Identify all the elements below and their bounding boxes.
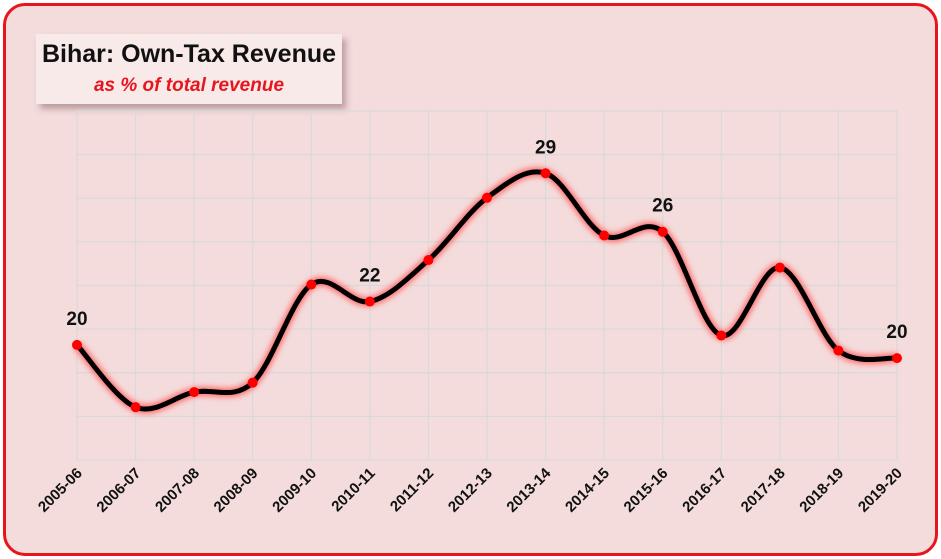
grid [76, 110, 898, 461]
data-label: 20 [66, 309, 87, 330]
x-tick-label: 2013-14 [503, 464, 554, 515]
chart-title: Bihar: Own-Tax Revenue [41, 40, 337, 68]
data-point-marker [189, 387, 200, 398]
x-tick-label: 2005-06 [35, 465, 86, 516]
data-point-marker [364, 296, 375, 307]
data-point-marker [130, 402, 141, 413]
data-point-marker [540, 168, 551, 179]
data-point-marker [72, 339, 82, 350]
data-label: 26 [652, 196, 673, 217]
x-tick-label: 2008-09 [211, 465, 262, 516]
x-tick-label: 2010-11 [328, 465, 378, 515]
data-point-marker [892, 353, 902, 364]
x-tick-label: 2015-16 [621, 465, 672, 516]
data-point-marker [423, 255, 434, 266]
x-tick-label: 2009-10 [269, 465, 320, 516]
data-point-marker [247, 377, 258, 388]
x-tick-label: 2014-15 [562, 465, 613, 516]
data-point-marker [657, 226, 668, 237]
data-point-marker [833, 345, 844, 356]
x-tick-label: 2019-20 [855, 465, 906, 516]
data-labels: 20 22 29 26 20 [66, 137, 907, 343]
x-tick-label: 2018-19 [796, 465, 847, 516]
data-point-marker [306, 279, 317, 290]
data-point-marker [482, 192, 492, 203]
data-label: 29 [535, 137, 556, 158]
x-tick-label: 2006-07 [93, 465, 144, 516]
x-tick-label: 2011-12 [387, 465, 437, 515]
chart-subtitle: as % of total revenue [93, 75, 285, 96]
x-axis-tick-labels: 2005-06 2006-07 2007-08 2008-09 2009-10 2010-… [35, 464, 906, 515]
x-tick-label: 2017-18 [738, 465, 789, 516]
x-tick-label: 2012-13 [445, 465, 496, 516]
title-box: Bihar: Own-Tax Revenue as % of total rev… [36, 34, 342, 104]
data-point-marker [599, 230, 610, 241]
data-label: 20 [886, 322, 907, 343]
data-markers [72, 168, 902, 413]
chart-frame: Bihar: Own-Tax Revenue as % of total rev… [3, 3, 938, 556]
data-point-marker [716, 330, 727, 341]
series-line [74, 169, 900, 412]
x-tick-label: 2016-17 [679, 465, 730, 516]
x-tick-label: 2007-08 [152, 465, 203, 516]
data-label: 22 [359, 266, 380, 287]
data-point-marker [774, 262, 785, 273]
